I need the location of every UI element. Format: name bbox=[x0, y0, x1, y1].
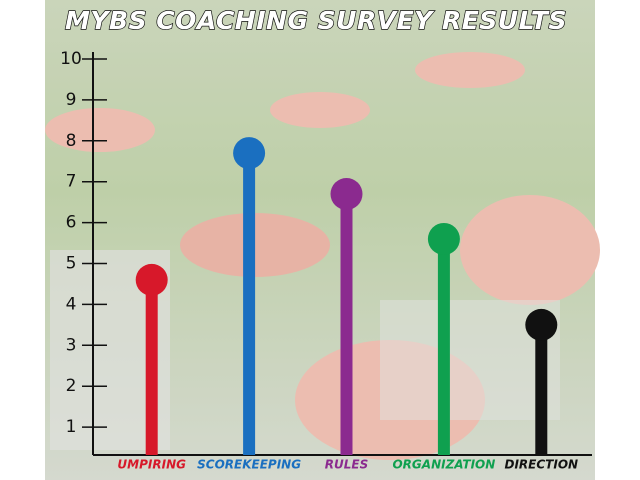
baseball-mark bbox=[135, 263, 168, 296]
y-tick-label: 2 bbox=[66, 376, 77, 396]
y-tick-label: 8 bbox=[66, 131, 77, 151]
bar bbox=[340, 193, 353, 455]
y-tick-label: 9 bbox=[66, 90, 77, 110]
baseball-mark bbox=[427, 222, 460, 255]
x-tick-label: RULES bbox=[325, 458, 368, 472]
x-tick-label: ORGANIZATION bbox=[392, 458, 495, 472]
bar bbox=[145, 279, 158, 455]
background-photo bbox=[45, 0, 600, 480]
y-tick-label: 10 bbox=[60, 49, 82, 69]
bar bbox=[437, 238, 450, 455]
x-tick-label: SCOREKEEPING bbox=[197, 458, 301, 472]
chart-title: MYBS COACHING SURVEY RESULTS bbox=[65, 6, 567, 35]
baseball-mark bbox=[233, 137, 266, 170]
baseball-mark bbox=[525, 308, 558, 341]
y-tick-label: 3 bbox=[66, 335, 77, 355]
baseball-mark bbox=[330, 177, 363, 210]
bar bbox=[243, 153, 256, 455]
y-tick-label: 6 bbox=[66, 213, 77, 233]
x-tick-label: DIRECTION bbox=[505, 458, 579, 472]
y-tick-label: 4 bbox=[66, 294, 77, 314]
x-tick-label: UMPIRING bbox=[117, 458, 186, 472]
y-tick-label: 1 bbox=[66, 417, 77, 437]
y-tick-label: 7 bbox=[66, 172, 77, 192]
y-tick-label: 5 bbox=[66, 254, 77, 274]
bar bbox=[535, 324, 548, 455]
